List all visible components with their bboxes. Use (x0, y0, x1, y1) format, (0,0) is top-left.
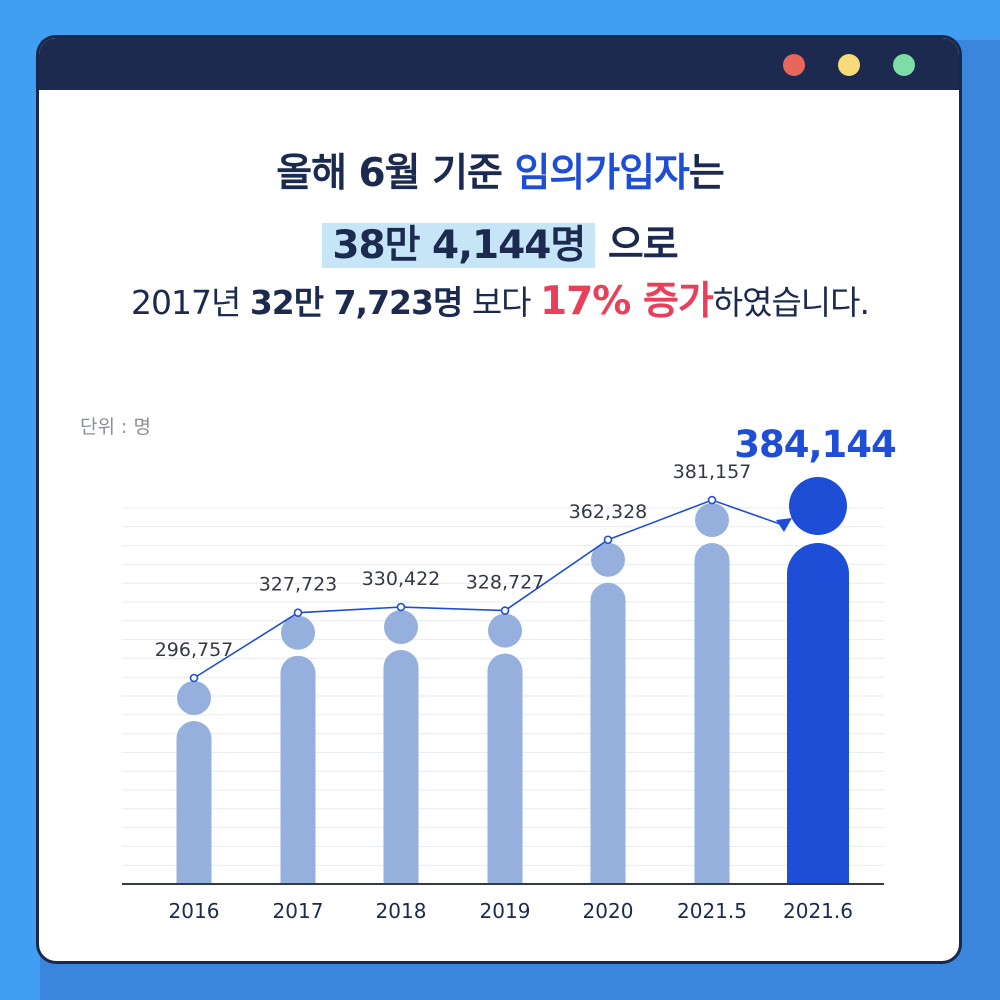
bar-base-2019 (487, 671, 523, 884)
bar-base-2017 (280, 673, 316, 884)
bar-head-2021.6 (789, 477, 847, 535)
close-dot[interactable] (783, 54, 805, 76)
data-label-2020: 362,328 (569, 501, 648, 523)
bar-head-2018 (384, 610, 418, 645)
subline-post: 하였습니다. (712, 283, 870, 322)
bar-base-2020 (590, 600, 626, 884)
trend-point-2017 (293, 608, 303, 618)
subline-increase: 17% 증가 (540, 279, 714, 324)
bar-base-2021.5 (694, 560, 730, 884)
data-label-2017: 327,723 (259, 574, 338, 596)
headline-line-1: 올해 6월 기준 임의가입자는 (0, 142, 1000, 198)
x-tick-label: 2016 (169, 899, 220, 923)
data-label-2016: 296,757 (155, 639, 234, 661)
data-label-2021.5: 381,157 (673, 461, 752, 483)
data-label-2021.6: 384,144 (734, 423, 896, 466)
trend-point-2019 (500, 606, 510, 615)
minimize-dot[interactable] (838, 54, 860, 76)
headline-highlight: 임의가입자 (514, 151, 689, 196)
subline: 2017년 32만 7,723명 보다 17% 증가하였습니다. (0, 270, 1000, 326)
unit-label: 단위 : 명 (80, 416, 151, 438)
bar-head-2016 (177, 681, 211, 715)
headline-suffix: 는 (688, 151, 725, 196)
subline-pre: 2017년 (130, 283, 250, 322)
headline-line-2: 38만 4,144명 으로 (0, 214, 1000, 270)
bar-head-2021.5 (695, 503, 729, 538)
bar-head-2020 (591, 542, 625, 577)
trend-point-2020 (603, 535, 613, 545)
bar-base-2021.6 (787, 574, 849, 884)
subline-bold: 32만 7,723명 (249, 283, 464, 322)
headline-total: 38만 4,144명 (322, 223, 596, 268)
x-tick-label: 2020 (583, 899, 634, 923)
x-tick-label: 2021.6 (783, 899, 853, 923)
data-label-2019: 328,727 (466, 572, 545, 594)
title-bar (39, 38, 959, 90)
trend-arrowhead (776, 518, 792, 532)
bar-base-2018 (383, 667, 419, 884)
data-label-2018: 330,422 (362, 568, 441, 590)
bar-base-2016 (176, 738, 212, 884)
bar-head-2017 (281, 615, 315, 650)
x-tick-label: 2018 (376, 899, 427, 923)
subline-mid: 보다 (462, 283, 541, 322)
trend-point-2016 (189, 673, 199, 683)
x-tick-label: 2017 (273, 899, 324, 923)
trend-point-2021.5 (707, 495, 717, 505)
maximize-dot[interactable] (893, 54, 915, 76)
x-tick-label: 2021.5 (677, 899, 747, 923)
trend-point-2018 (396, 602, 406, 612)
bar-head-2019 (488, 613, 522, 648)
headline-suffix-2: 으로 (595, 223, 679, 268)
x-tick-label: 2019 (480, 899, 531, 923)
headline-text: 올해 6월 기준 (276, 151, 515, 196)
